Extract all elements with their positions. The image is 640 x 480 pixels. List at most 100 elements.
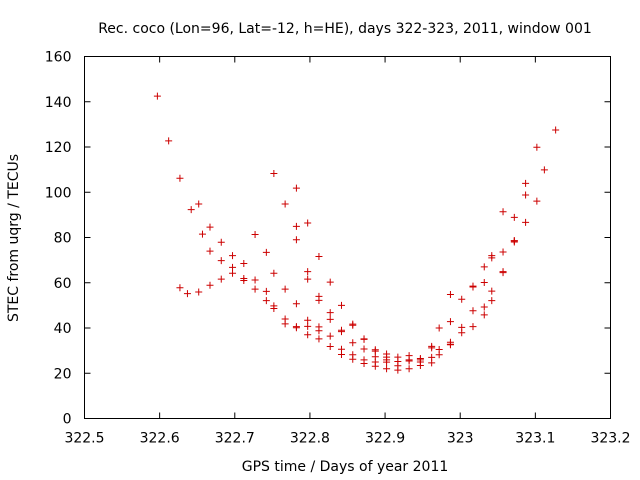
x-tick-label: 323.2 bbox=[590, 431, 630, 447]
data-point bbox=[153, 92, 161, 100]
data-point bbox=[499, 248, 507, 256]
y-tick-label: 140 bbox=[45, 95, 72, 111]
data-point bbox=[281, 285, 289, 293]
x-tick-label: 322.8 bbox=[290, 431, 330, 447]
data-point bbox=[270, 269, 278, 277]
data-point bbox=[458, 323, 466, 331]
data-point bbox=[304, 322, 312, 330]
data-point bbox=[480, 263, 488, 271]
data-point bbox=[292, 323, 300, 331]
data-point bbox=[446, 341, 454, 349]
data-point bbox=[349, 339, 357, 347]
data-point bbox=[499, 208, 507, 216]
data-point bbox=[326, 278, 334, 286]
y-tick-label: 0 bbox=[63, 412, 72, 428]
data-point bbox=[304, 331, 312, 339]
data-points bbox=[153, 92, 560, 374]
x-axis-label: GPS time / Days of year 2011 bbox=[242, 459, 449, 475]
axis-ticks: 322.5 322.6 322.7 322.8 322.9 323 323.1 323.2 0 2… bbox=[45, 50, 631, 447]
data-point bbox=[229, 269, 237, 277]
chart-title: Rec. coco (Lon=96, Lat=-12, h=HE), days … bbox=[98, 21, 592, 37]
data-point bbox=[165, 137, 173, 145]
data-point bbox=[281, 320, 289, 328]
data-point bbox=[435, 324, 443, 332]
data-point bbox=[217, 257, 225, 265]
data-point bbox=[315, 323, 323, 331]
data-point bbox=[183, 290, 191, 298]
x-tick-label: 322.6 bbox=[140, 431, 180, 447]
data-point bbox=[326, 309, 334, 317]
data-point bbox=[229, 252, 237, 260]
data-point bbox=[349, 351, 357, 359]
data-point bbox=[488, 254, 496, 262]
data-point bbox=[488, 297, 496, 305]
data-point bbox=[195, 288, 203, 296]
data-point bbox=[292, 222, 300, 230]
data-point bbox=[292, 300, 300, 308]
data-point bbox=[383, 365, 391, 373]
data-point bbox=[446, 291, 454, 299]
data-point bbox=[469, 282, 477, 290]
data-point bbox=[262, 248, 270, 256]
data-point bbox=[176, 284, 184, 292]
data-point bbox=[217, 275, 225, 283]
data-point bbox=[480, 303, 488, 311]
x-tick-label: 323.1 bbox=[515, 431, 555, 447]
data-point bbox=[533, 143, 541, 151]
data-point bbox=[469, 323, 477, 331]
data-point bbox=[533, 197, 541, 205]
y-tick-label: 160 bbox=[45, 50, 72, 66]
y-tick-label: 120 bbox=[45, 140, 72, 156]
data-point bbox=[240, 260, 248, 268]
plot-frame bbox=[84, 56, 611, 419]
data-point bbox=[206, 223, 214, 231]
y-tick-label: 40 bbox=[54, 321, 72, 337]
data-point bbox=[251, 231, 259, 239]
data-point bbox=[326, 332, 334, 340]
data-point bbox=[262, 297, 270, 305]
data-point bbox=[304, 268, 312, 276]
data-point bbox=[428, 344, 436, 352]
y-tick-label: 60 bbox=[54, 276, 72, 292]
data-point bbox=[206, 281, 214, 289]
y-tick-label: 20 bbox=[54, 366, 72, 382]
data-point bbox=[326, 343, 334, 351]
data-point bbox=[360, 345, 368, 353]
data-point bbox=[394, 353, 402, 361]
y-tick-label: 100 bbox=[45, 185, 72, 201]
data-point bbox=[326, 315, 334, 323]
data-point bbox=[510, 213, 518, 221]
data-point bbox=[198, 230, 206, 238]
data-point bbox=[435, 345, 443, 353]
data-point bbox=[304, 275, 312, 283]
data-point bbox=[270, 302, 278, 310]
data-point bbox=[176, 174, 184, 182]
data-point bbox=[262, 287, 270, 295]
data-point bbox=[281, 200, 289, 208]
data-point bbox=[522, 218, 530, 226]
data-point bbox=[292, 184, 300, 192]
data-point bbox=[405, 352, 413, 360]
data-point bbox=[304, 316, 312, 324]
data-point bbox=[405, 365, 413, 373]
data-point bbox=[428, 353, 436, 361]
data-point bbox=[488, 287, 496, 295]
data-point bbox=[480, 279, 488, 287]
x-tick-label: 322.7 bbox=[215, 431, 255, 447]
data-point bbox=[522, 179, 530, 187]
data-point bbox=[337, 345, 345, 353]
data-point bbox=[383, 356, 391, 364]
data-point bbox=[217, 238, 225, 246]
data-point bbox=[499, 268, 507, 276]
data-point bbox=[292, 236, 300, 244]
data-point bbox=[458, 295, 466, 303]
data-point bbox=[416, 355, 424, 363]
data-point bbox=[510, 237, 518, 245]
data-point bbox=[270, 169, 278, 177]
data-point bbox=[315, 296, 323, 304]
data-point bbox=[480, 311, 488, 319]
y-tick-label: 80 bbox=[54, 231, 72, 247]
data-point bbox=[360, 356, 368, 364]
data-point bbox=[251, 276, 259, 284]
data-point bbox=[229, 263, 237, 271]
